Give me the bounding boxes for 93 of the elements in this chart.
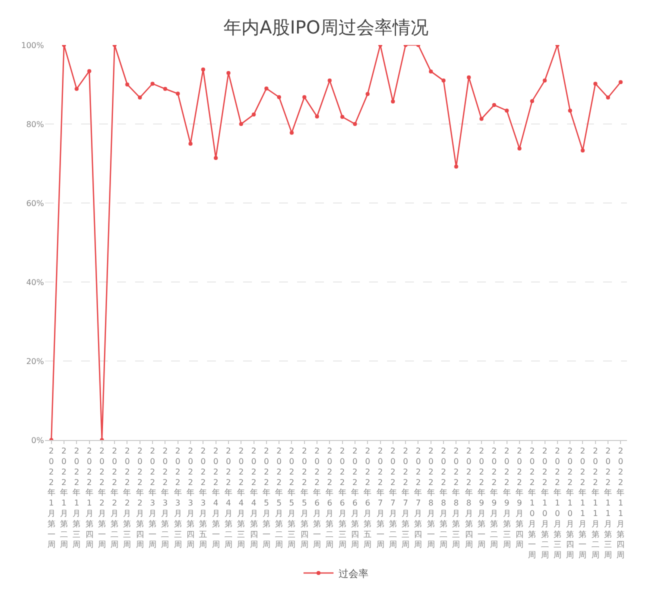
category-label: 2022年3月第一周 [148, 446, 157, 550]
point [340, 114, 344, 119]
category-label: 2022年11月第一周 [578, 446, 587, 560]
point [252, 112, 256, 117]
point [480, 116, 484, 121]
point [593, 82, 598, 86]
y-tick-label: 100% [21, 40, 44, 50]
y-tick-label: 20% [26, 356, 44, 366]
category-label: 2022年1月第四周 [85, 446, 94, 550]
point [138, 96, 142, 100]
category-label: 2022年8月第四周 [464, 446, 473, 550]
category-label: 2022年7月第三周 [402, 446, 410, 550]
category-label: 2022年7月第一周 [376, 446, 384, 550]
point [568, 108, 572, 113]
category-label: 2022年4月第一周 [212, 446, 220, 550]
point [442, 78, 446, 83]
category-label: 2022年3月第五周 [199, 446, 208, 550]
category-label: 2022年1月第一周 [47, 446, 56, 550]
point [454, 164, 458, 169]
point [428, 69, 433, 74]
category-label: 2022年11月第三周 [604, 446, 612, 560]
point [315, 114, 320, 118]
point [366, 92, 370, 96]
category-label: 2022年8月第一周 [426, 446, 435, 550]
category-label: 2022年8月第三周 [452, 446, 460, 550]
point [504, 108, 509, 113]
category-label: 2022年11月第二周 [591, 446, 600, 560]
category-label: 2022年2月第三周 [123, 446, 132, 550]
point [264, 86, 268, 90]
point [188, 142, 192, 146]
category-label: 2022年2月第一周 [98, 446, 106, 550]
category-label: 2022年5月第一周 [262, 446, 270, 550]
category-label: 2022年10月第四周 [566, 446, 574, 560]
category-label: 2022年3月第二周 [161, 446, 170, 550]
point [328, 78, 332, 83]
category-label: 2022年2月第四周 [136, 446, 144, 550]
category-label: 2022年5月第二周 [275, 446, 284, 550]
legend-label: 过会率 [338, 568, 368, 580]
chart-title: 年内A股IPO周过会率情况 [224, 18, 428, 39]
point [517, 146, 522, 150]
point [302, 95, 306, 100]
category-label: 2022年4月第二周 [224, 446, 232, 550]
category-label: 2022年7月第二周 [388, 446, 397, 550]
point [239, 122, 244, 126]
point [606, 96, 610, 100]
category-label: 2022年1月第二周 [60, 446, 68, 550]
category-label: 2022年3月第三周 [174, 446, 182, 550]
point [277, 95, 282, 100]
point [214, 156, 218, 160]
point [290, 130, 294, 135]
point [176, 92, 180, 96]
point [530, 99, 534, 104]
category-label: 2022年2月第二周 [110, 446, 119, 550]
category-label: 2022年6月第一周 [313, 446, 322, 550]
line-series [49, 45, 623, 440]
category-label: 2022年10月第一周 [528, 446, 536, 560]
category-label: 2022年6月第四周 [350, 446, 359, 550]
category-label: 2022年4月第三周 [237, 446, 246, 550]
category-label: 2022年1月第三周 [72, 446, 81, 550]
category-label: 2022年10月第三周 [553, 446, 562, 560]
category-label: 2022年9月第四周 [515, 446, 524, 550]
point [618, 80, 623, 84]
category-label: 2022年10月第二周 [540, 446, 549, 560]
y-tick-label: 80% [26, 120, 44, 129]
category-label: 2022年7月第四周 [414, 446, 422, 550]
point [466, 75, 471, 80]
point [74, 86, 79, 91]
category-label: 2022年6月第二周 [326, 446, 334, 550]
point [87, 69, 92, 74]
point [150, 82, 155, 86]
category-label: 2022年3月第四周 [186, 446, 194, 550]
point [352, 122, 357, 126]
category-label: 2022年4月第四周 [250, 446, 258, 550]
category-label: 2022年9月第三周 [502, 446, 511, 550]
category-label: 2022年5月第三周 [288, 446, 296, 550]
point [226, 71, 230, 76]
category-label: 2022年6月第五周 [364, 446, 372, 550]
point [163, 86, 168, 91]
category-label: 2022年9月第一周 [478, 446, 486, 550]
y-tick-label: 60% [26, 198, 44, 208]
category-label: 2022年6月第三周 [338, 446, 346, 550]
point [580, 148, 585, 152]
point [125, 82, 130, 86]
y-tick-label: 0% [31, 436, 44, 445]
point [201, 67, 206, 72]
y-tick-label: 40% [26, 278, 44, 287]
point [542, 78, 547, 83]
category-label: 2022年8月第二周 [440, 446, 448, 550]
category-label: 2022年11月第四周 [616, 446, 625, 560]
category-label: 2022年5月第四周 [300, 446, 308, 550]
point [390, 99, 395, 104]
point [492, 103, 496, 108]
category-label: 2022年9月第二周 [490, 446, 498, 550]
